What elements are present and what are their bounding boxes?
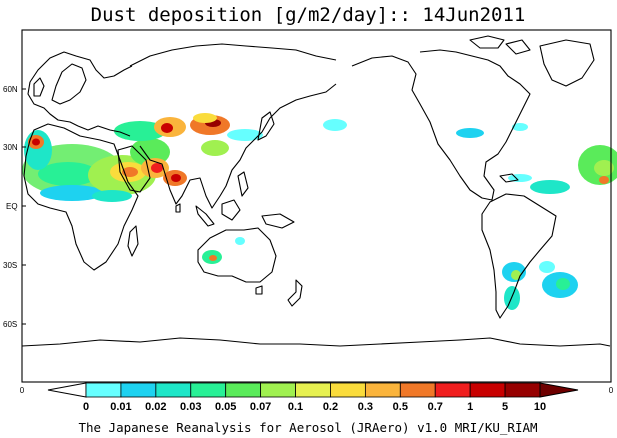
dust-south-atlantic-core bbox=[556, 278, 570, 290]
dust-us-east-2 bbox=[512, 123, 528, 131]
lon-label-left: 0 bbox=[20, 386, 25, 395]
colorbar-label: 5 bbox=[502, 401, 508, 413]
arctic-islands bbox=[469, 35, 531, 55]
dust-argentina-core bbox=[511, 270, 521, 280]
dust-deposition-field bbox=[22, 113, 617, 310]
colorbar-cell bbox=[85, 382, 122, 398]
colorbar-label: 0.1 bbox=[288, 401, 303, 413]
lat-label-30s: 30S bbox=[3, 261, 17, 270]
colorbar-under-arrow bbox=[47, 382, 87, 398]
colorbar-cell bbox=[295, 382, 331, 398]
colorbar-label: 10 bbox=[534, 401, 546, 413]
colorbar: 0 0.01 0.02 0.03 0.05 0.07 0.1 0.2 0.3 0.5 0.7 1 5 10 bbox=[47, 382, 579, 413]
dust-china-east bbox=[201, 140, 229, 156]
sumatra-coast bbox=[195, 205, 215, 227]
sri-lanka-coast bbox=[175, 203, 181, 213]
colorbar-label: 0.2 bbox=[323, 401, 338, 413]
colorbar-label: 0.7 bbox=[428, 401, 443, 413]
dust-china-plume bbox=[227, 129, 263, 141]
dust-australia-east bbox=[235, 237, 245, 245]
colorbar-cell bbox=[434, 382, 471, 398]
colorbar-cell bbox=[260, 382, 296, 398]
africa-coast bbox=[23, 123, 139, 271]
new-zealand-coast bbox=[287, 279, 303, 307]
footer-credit: The Japanese Reanalysis for Aerosol (JRA… bbox=[78, 420, 537, 435]
borneo-coast bbox=[221, 199, 241, 221]
lat-label-60n: 60N bbox=[3, 85, 18, 94]
australia-coast bbox=[197, 227, 277, 283]
antarctica-coast bbox=[21, 337, 611, 347]
dust-sahara-wrap-hot bbox=[599, 176, 609, 184]
dust-australia-core bbox=[209, 255, 217, 261]
colorbar-cell bbox=[225, 382, 262, 398]
colorbar-cell bbox=[399, 382, 436, 398]
asia-coast bbox=[129, 43, 337, 209]
colorbar-cell bbox=[364, 382, 401, 398]
madagascar-coast bbox=[127, 225, 139, 257]
dust-central-asia bbox=[114, 121, 166, 141]
japan-coast bbox=[257, 111, 275, 141]
map-title: Dust deposition [g/m2/day]:: 14Jun2011 bbox=[91, 4, 526, 26]
dust-sahara-core bbox=[38, 162, 98, 186]
arabia-coast bbox=[117, 145, 151, 193]
dust-taklimakan-core bbox=[161, 123, 173, 133]
dust-sahara-wrap-core bbox=[594, 160, 614, 176]
colorbar-cell bbox=[504, 382, 541, 398]
colorbar-cell bbox=[330, 382, 366, 398]
colorbar-label: 0.05 bbox=[215, 401, 236, 413]
tasmania-coast bbox=[255, 285, 263, 295]
dust-morocco-core bbox=[32, 138, 40, 146]
dust-mongolia bbox=[193, 113, 217, 123]
scandinavia-coast bbox=[51, 63, 87, 105]
colorbar-label: 0.5 bbox=[393, 401, 408, 413]
lat-label-eq: EQ bbox=[6, 202, 18, 211]
colorbar-cell bbox=[190, 382, 227, 398]
colorbar-label: 0 bbox=[83, 401, 89, 413]
dust-thar-core bbox=[151, 163, 163, 173]
colorbar-cell bbox=[155, 382, 192, 398]
dust-arabian-sea bbox=[92, 190, 132, 202]
dust-arabia-hot bbox=[122, 167, 138, 177]
dust-india-core bbox=[171, 174, 181, 182]
dust-north-pacific bbox=[323, 119, 347, 131]
colorbar-label: 0.07 bbox=[250, 401, 271, 413]
new-guinea-coast bbox=[261, 213, 295, 229]
colorbar-label: 0.02 bbox=[145, 401, 166, 413]
north-america-coast bbox=[351, 49, 531, 201]
lon-label-right: 0 bbox=[609, 386, 614, 395]
colorbar-label: 0.01 bbox=[110, 401, 131, 413]
south-america-coast bbox=[481, 193, 557, 319]
latitude-axis: 60N 30N EQ 30S 60S bbox=[3, 85, 26, 329]
britain-coast bbox=[33, 77, 45, 97]
colorbar-cell bbox=[120, 382, 157, 398]
colorbar-cell bbox=[469, 382, 506, 398]
dust-sahel bbox=[40, 185, 104, 201]
coastlines bbox=[21, 35, 611, 347]
dust-south-atlantic-2 bbox=[539, 261, 555, 273]
lat-label-60s: 60S bbox=[3, 320, 17, 329]
caribbean-islands bbox=[499, 173, 519, 183]
colorbar-label: 0.03 bbox=[180, 401, 201, 413]
colorbar-label: 0.3 bbox=[358, 401, 373, 413]
colorbar-over-arrow bbox=[539, 382, 579, 398]
dust-atlantic-plume bbox=[530, 180, 570, 194]
dust-us-east bbox=[456, 128, 484, 138]
europe-coast bbox=[27, 51, 133, 137]
lat-label-30n: 30N bbox=[3, 143, 18, 152]
map-frame bbox=[21, 29, 612, 383]
greenland-coast bbox=[539, 39, 595, 87]
colorbar-label: 1 bbox=[467, 401, 473, 413]
philippines-coast bbox=[237, 171, 249, 197]
